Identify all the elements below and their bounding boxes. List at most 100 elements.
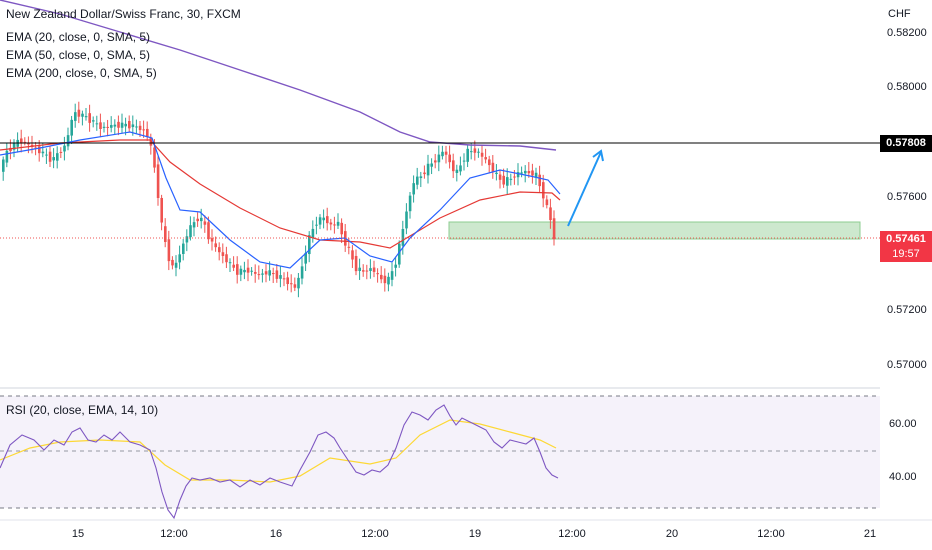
candle-body [502,175,505,185]
rsi-ma-line [0,419,557,483]
candle-body [459,165,462,172]
candle-body [275,270,279,279]
y-tick-label: 0.58200 [887,27,927,39]
candle-body [498,174,502,180]
candle-body [326,216,329,224]
candle-body [77,109,81,117]
candle-body [318,217,322,225]
candle-body [99,122,102,129]
candle-body [462,160,466,162]
candle-body [264,271,268,275]
candle-body [52,157,55,161]
candle-body [59,151,63,153]
y-tick-label: 0.57600 [887,191,927,203]
candle-body [372,267,376,272]
candle-body [336,221,340,226]
candle-body [250,270,253,272]
candle-body [552,218,556,240]
candle-body [81,113,84,117]
candle-body [300,266,304,279]
candle-body [34,147,37,149]
candle-body [167,239,171,262]
candle-body [84,116,88,118]
candle-body [160,197,163,223]
candle-body [365,270,369,272]
candle-body [527,171,531,174]
candle-body [542,182,545,199]
candle-body [153,147,156,168]
candle-body [232,264,235,268]
candle-body [376,273,379,275]
candle-body [257,274,261,276]
candle-body [426,163,430,176]
candle-body [398,243,401,265]
candle-body [261,273,264,275]
candle-body [405,211,408,229]
candle-body [513,176,516,178]
candle-body [329,222,333,225]
candle-body [340,222,343,235]
candle-body [131,124,135,128]
candle-body [210,238,214,242]
candle-body [268,270,271,276]
candle-body [218,247,221,253]
ema-50-legend[interactable]: EMA (50, close, 0, SMA, 5) [6,48,151,62]
current-price-label: 0.57461 [880,231,932,247]
candle-body [74,112,77,121]
candle-body [293,284,297,288]
candle-body [228,262,232,264]
candle-body [178,254,181,263]
candle-body [236,264,239,275]
candle-body [358,267,361,271]
candle-body [239,268,243,275]
candle-body [272,273,275,275]
candle-body [66,135,70,147]
candle-body [430,163,433,167]
candle-body [279,275,282,279]
candle-body [246,267,250,273]
candle-body [304,252,307,264]
candle-body [549,207,552,221]
candle-body [41,151,45,154]
candle-body [488,159,491,166]
candle-body [347,246,351,248]
candle-body [120,122,124,128]
candle-body [88,113,91,123]
candle-body [221,252,225,256]
candle-body [444,151,448,155]
x-axis-label: 12:00 [558,528,586,540]
candle-body [354,255,358,272]
x-axis-label: 20 [665,528,679,540]
candle-body [290,283,293,285]
candle-body [214,243,217,248]
x-axis-label: 21 [863,528,877,540]
ema-200-legend[interactable]: EMA (200, close, 0, SMA, 5) [6,66,157,80]
candle-body [333,224,336,226]
candle-body [516,172,520,178]
x-axis-label: 16 [269,528,283,540]
candle-body [322,217,325,221]
candle-body [117,121,120,128]
candle-body [452,160,455,172]
candle-body [308,235,311,255]
candle-body [282,278,286,280]
candle-body [192,222,196,228]
countdown-label: 19:57 [880,247,932,262]
candle-body [20,138,23,144]
candle-body [477,151,480,153]
candle-body [545,199,549,206]
candle-body [315,224,318,226]
candle-body [362,270,365,272]
rsi-legend[interactable]: RSI (20, close, EMA, 14, 10) [6,403,159,417]
candle-body [12,142,16,150]
candle-body [491,162,495,172]
ema-20-line [0,131,561,269]
ema-20-legend[interactable]: EMA (20, close, 0, SMA, 5) [6,30,151,44]
candle-body [27,143,30,145]
symbol-title[interactable]: New Zealand Dollar/Swiss Franc, 30, FXCM [6,7,241,21]
level-price-label: 0.57808 [880,135,932,152]
candle-body [480,152,484,157]
candle-body [142,129,145,131]
candle-body [110,125,113,128]
